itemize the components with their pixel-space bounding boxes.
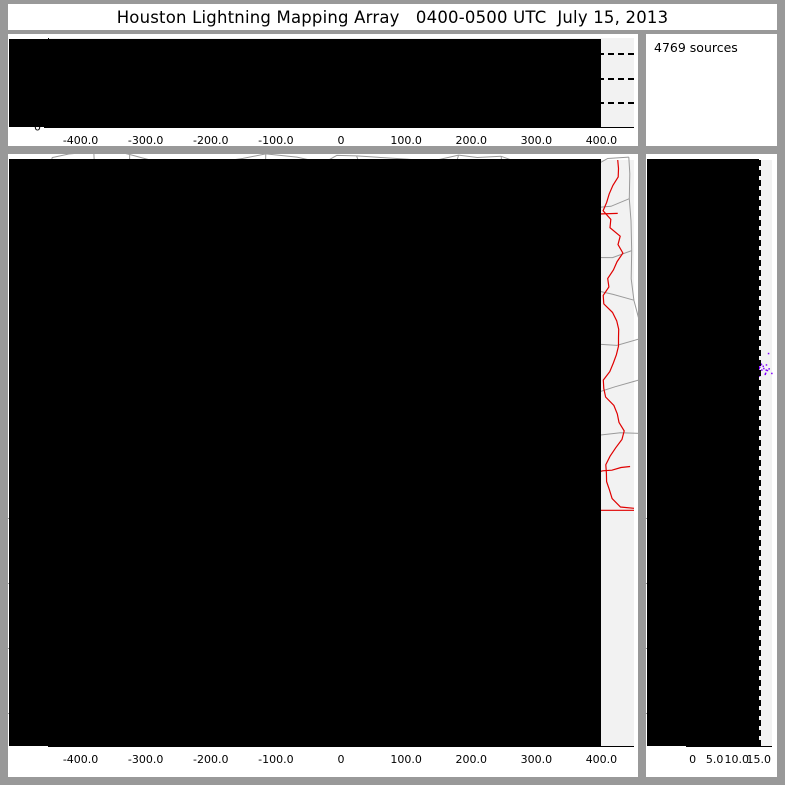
top-panel-x-tick-label: -400.0 (62, 134, 99, 147)
map-x-tick-label: -100.0 (258, 753, 294, 766)
map-x-tick-label: 300.0 (520, 753, 553, 766)
top-panel-x-tick-label: -300.0 (127, 134, 164, 147)
map-x-tick-label: 0 (337, 753, 345, 766)
right-panel-x-tick (647, 159, 759, 746)
map-x-tick-label: 200.0 (455, 753, 487, 766)
map-x-tick-label: -200.0 (193, 753, 229, 766)
right-panel-x-tick-label: 5.0 (705, 753, 724, 766)
right-panel-x-axis (686, 746, 772, 747)
top-panel-x-tick-label: 400.0 (585, 134, 618, 147)
north-south-vs-altitude-panel: -400.0-300.0-200.0-100.00100.0200.0300.0… (646, 154, 777, 777)
top-panel-x-tick-label: -100.0 (258, 134, 294, 147)
map-x-tick-label: 100.0 (390, 753, 422, 766)
map-x-tick-label: 400.0 (585, 753, 618, 766)
source-count-panel: 4769 sources (646, 34, 777, 146)
map-x-tick (9, 159, 602, 746)
title-bar: Houston Lightning Mapping Array 0400-050… (8, 4, 777, 30)
map-x-tick-label: -400.0 (62, 753, 99, 766)
page-title: Houston Lightning Mapping Array 0400-050… (116, 7, 669, 27)
right-panel-x-tick-label: 10.0 (724, 753, 749, 766)
right-panel-x-tick-label: 0 (689, 753, 697, 766)
plan-view-map-panel: -400.0 -300.0 -200.0 -100.0 0 100.0 200.0 300.0… (8, 149, 646, 777)
top-panel-x-axis (48, 127, 634, 128)
altitude-vs-east-west-panel: 05.010.015.0-400.0-300.0-200.0-100.00100… (8, 34, 638, 147)
source-count-label: 4769 sources (654, 40, 738, 55)
right-panel-x-tick-label: 15.0 (746, 753, 772, 766)
top-panel-x-tick-label: 300.0 (520, 134, 553, 147)
top-panel-x-tick-label: 100.0 (390, 134, 422, 147)
top-panel-y-tick-label: 0 (34, 120, 41, 134)
right-panel-gridline (758, 160, 761, 746)
top-panel-y-tick (44, 127, 48, 128)
top-panel-x-tick-label: -200.0 (193, 134, 229, 147)
map-x-axis (48, 746, 634, 747)
map-x-tick-label: -300.0 (127, 753, 164, 766)
top-panel-x-tick (9, 39, 602, 127)
top-panel-x-tick-label: 200.0 (455, 134, 487, 147)
top-panel-x-tick-label: 0 (337, 134, 345, 147)
